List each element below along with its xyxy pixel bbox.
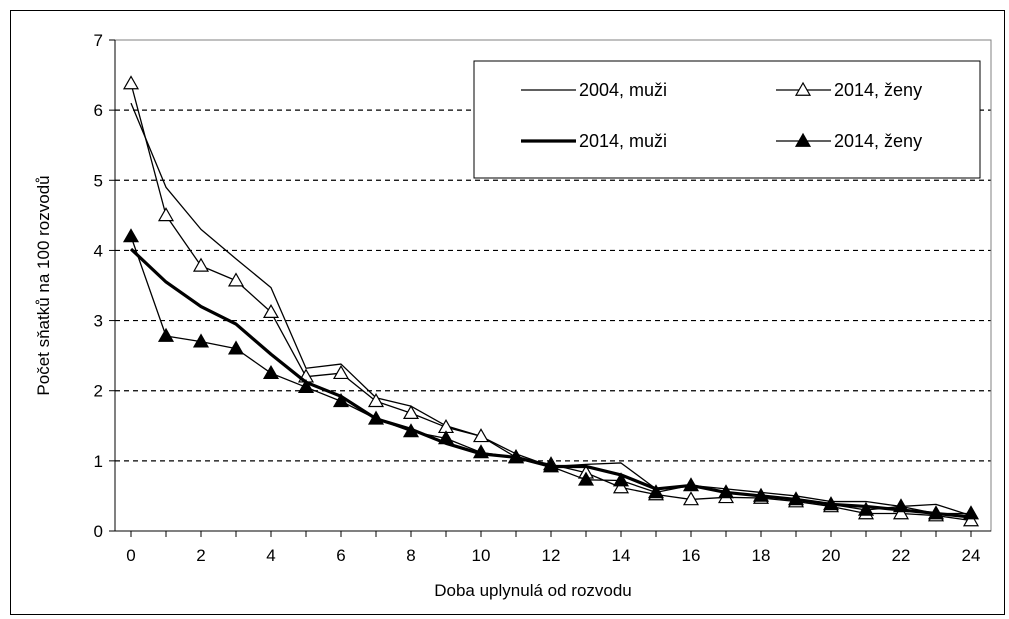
data-point — [472, 428, 490, 443]
series-group — [122, 75, 980, 527]
y-tick-label: 7 — [94, 31, 103, 50]
y-tick-labels: 0 1 2 3 4 5 6 7 — [94, 31, 103, 541]
y-tick-label: 4 — [94, 241, 103, 260]
x-tick-label: 6 — [336, 546, 345, 565]
legend-entry: 2014, muži — [521, 131, 667, 151]
data-point — [157, 327, 175, 342]
data-point — [892, 498, 910, 513]
data-point — [857, 501, 875, 516]
data-point — [297, 378, 315, 394]
data-point — [227, 340, 245, 355]
data-point — [752, 487, 770, 502]
legend-label: 2014, ženy — [834, 80, 922, 100]
legend-marker — [794, 81, 812, 96]
legend-marker — [794, 132, 812, 147]
data-point — [262, 364, 280, 380]
data-point — [892, 505, 910, 520]
data-point — [682, 491, 700, 506]
x-axis-label: Doba uplynulá od rozvodu — [434, 581, 632, 600]
x-tick-label: 8 — [406, 546, 415, 565]
y-tick-label: 3 — [94, 312, 103, 331]
data-point — [507, 449, 525, 464]
legend-entry: 2014, ženy — [776, 131, 922, 151]
x-tick-label: 18 — [752, 546, 771, 565]
data-point — [367, 410, 385, 425]
x-tick-label: 20 — [822, 546, 841, 565]
data-point — [542, 458, 560, 473]
axes — [109, 39, 992, 537]
data-point — [472, 444, 490, 459]
data-point — [927, 505, 945, 520]
y-tick-label: 1 — [94, 452, 103, 471]
data-point — [682, 477, 700, 492]
data-point — [227, 272, 245, 287]
x-tick-label: 16 — [682, 546, 701, 565]
series-3 — [122, 228, 980, 520]
y-tick-label: 6 — [94, 101, 103, 120]
legend: 2004, muži 2014, ženy 2014, muži 2014, ženy — [473, 60, 981, 179]
y-axis-label: Počet sňatků na 100 rozvodů — [34, 175, 53, 395]
data-point — [192, 257, 210, 272]
legend-label: 2004, muži — [579, 80, 667, 100]
y-tick-label: 2 — [94, 382, 103, 401]
x-tick-label: 2 — [196, 546, 205, 565]
x-tick-label: 0 — [126, 546, 135, 565]
data-point — [402, 423, 420, 438]
x-tick-labels: 0 2 4 6 8 10 12 14 16 18 20 22 24 — [126, 546, 980, 565]
data-point — [437, 430, 455, 445]
y-tick-label: 5 — [94, 171, 103, 190]
legend-label: 2014, muži — [579, 131, 667, 151]
data-point — [402, 404, 420, 420]
x-tick-label: 12 — [542, 546, 561, 565]
x-tick-label: 4 — [266, 546, 275, 565]
y-tick-label: 0 — [94, 522, 103, 541]
data-point — [962, 512, 980, 527]
x-tick-label: 24 — [962, 546, 981, 565]
x-tick-label: 10 — [472, 546, 491, 565]
data-point — [577, 471, 595, 486]
data-point — [822, 496, 840, 511]
data-point — [647, 484, 665, 499]
data-point — [262, 303, 280, 319]
data-point — [192, 333, 210, 348]
legend-box — [473, 60, 981, 179]
data-point — [962, 505, 980, 520]
data-point — [612, 472, 630, 487]
legend-label: 2014, ženy — [834, 131, 922, 151]
data-point — [787, 491, 805, 506]
legend-entry: 2004, muži — [521, 80, 667, 100]
data-point — [157, 207, 175, 222]
data-point — [332, 364, 350, 380]
series-line — [129, 247, 972, 519]
series-2 — [129, 247, 972, 519]
data-point — [717, 484, 735, 499]
data-point — [122, 228, 140, 243]
data-point — [332, 393, 350, 408]
legend-entry: 2014, ženy — [776, 80, 922, 100]
data-point — [367, 393, 385, 408]
x-tick-label: 22 — [892, 546, 911, 565]
data-point — [612, 479, 630, 494]
x-tick-label: 14 — [612, 546, 631, 565]
data-point — [122, 75, 140, 90]
